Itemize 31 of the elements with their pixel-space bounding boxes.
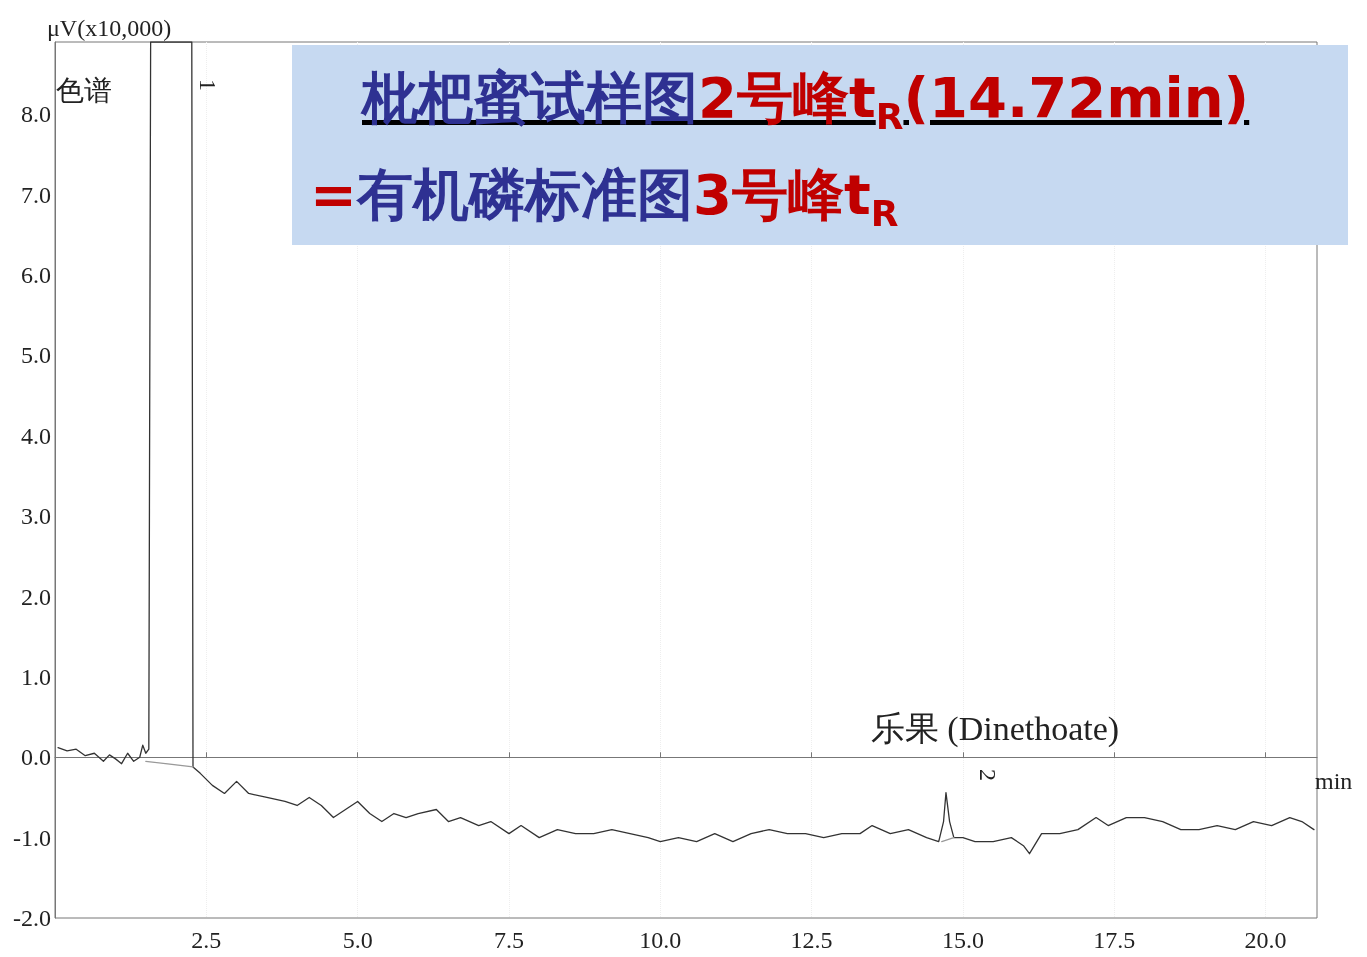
annotation: 色谱 bbox=[56, 74, 112, 106]
annotation: 2号峰t$_{R}$(14.72min) bbox=[698, 65, 1250, 137]
line-series bbox=[57, 41, 1315, 855]
x-tick-label: 17.5 bbox=[1093, 927, 1136, 953]
y-axis-title: μV(x10,000) bbox=[47, 15, 172, 41]
y-tick-label: 4.0 bbox=[21, 422, 51, 449]
annotation: 3号峰t$_{R}$ bbox=[692, 162, 899, 234]
y-tick-label: 0.0 bbox=[21, 744, 51, 771]
y-tick-label: -1.0 bbox=[13, 824, 51, 851]
x-tick-label: 5.0 bbox=[342, 927, 373, 953]
y-tick-label: 6.0 bbox=[21, 262, 51, 289]
x-tick-label: 20.0 bbox=[1244, 927, 1287, 953]
y-tick-label: -2.0 bbox=[13, 905, 51, 931]
annotation: 乐果 (Dinethoate) bbox=[870, 709, 1120, 748]
annotation: = bbox=[310, 162, 357, 227]
annotation: 有机磷标准图 bbox=[356, 162, 693, 227]
x-axis-title: min bbox=[1315, 768, 1353, 795]
y-tick-label: 3.0 bbox=[21, 503, 51, 530]
y-tick-label: 1.0 bbox=[21, 663, 51, 690]
x-tick-label: 2.5 bbox=[191, 927, 222, 953]
x-tick-label: 10.0 bbox=[639, 927, 682, 953]
annotation: 枇杷蜜试样图 bbox=[362, 65, 698, 130]
annotation: 2 bbox=[975, 769, 1001, 781]
y-tick-label: 7.0 bbox=[21, 181, 51, 208]
annotation: 1 bbox=[195, 79, 221, 91]
y-tick-label: 8.0 bbox=[21, 101, 51, 128]
x-tick-label: 7.5 bbox=[493, 927, 524, 953]
x-tick-label: 12.5 bbox=[790, 927, 833, 953]
x-tick-label: 15.0 bbox=[941, 927, 984, 953]
y-tick-label: 5.0 bbox=[21, 342, 51, 369]
y-tick-label: 2.0 bbox=[21, 583, 51, 610]
